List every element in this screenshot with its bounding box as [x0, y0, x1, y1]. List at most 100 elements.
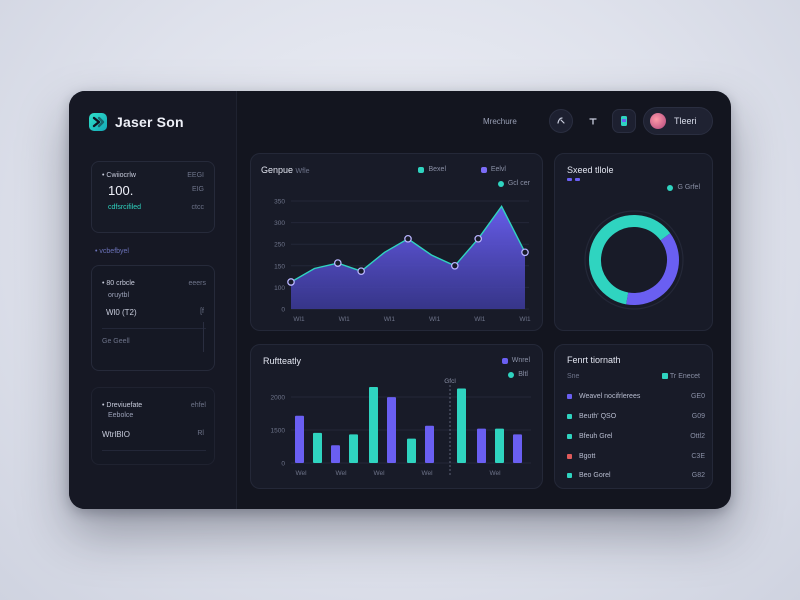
- user-name: Tleeri: [674, 116, 697, 126]
- y-tick-label: 0: [281, 461, 285, 468]
- legend-item-2[interactable]: Eelvl: [480, 166, 506, 173]
- list-header-left: Sne: [567, 373, 580, 380]
- donut-segment: [589, 215, 679, 305]
- bar-legend-item-2[interactable]: Bltl: [508, 371, 528, 378]
- sidebar-item-row-meta: [f: [200, 308, 204, 315]
- sidebar-item-card[interactable]: • 80 crbcle eeers oruytbl Wl0 (T2) [f Ge…: [91, 265, 215, 371]
- list-item-label: Beuth' QSO: [579, 413, 617, 420]
- list-item-value: G82: [691, 472, 705, 479]
- bar-legend-swatch: [501, 357, 508, 364]
- donut-chart: [584, 210, 684, 310]
- sidebar-item-row: Wl0 (T2): [106, 308, 137, 317]
- stat-card-value: 100.: [108, 183, 134, 198]
- list-item-dot: [567, 394, 572, 399]
- list-item[interactable]: Beuth' QSO G09: [567, 413, 705, 420]
- bar: [295, 415, 304, 463]
- x-tick-label: Wl1: [519, 316, 531, 323]
- legend-swatch-3: [497, 180, 504, 187]
- donut-chart-panel: Sxeed tllole G Grfel: [554, 153, 713, 331]
- list-item[interactable]: Beo Gorel G82: [567, 472, 705, 479]
- device-icon[interactable]: [612, 109, 636, 133]
- list-item-dot: [567, 414, 572, 419]
- user-menu[interactable]: Tleeri: [643, 107, 713, 135]
- sidebar-item-meta: eeers: [188, 280, 206, 287]
- divider: [102, 328, 206, 329]
- list-item-dot: [567, 434, 572, 439]
- x-tick-label: Wl1: [384, 316, 396, 323]
- list-item[interactable]: Bfeuh Grel Ottl2: [567, 433, 705, 440]
- sidebar-item-sub: oruytbl: [108, 292, 130, 299]
- brand[interactable]: Jaser Son: [89, 113, 184, 131]
- bar: [331, 445, 340, 463]
- sidebar-section-label-text: vcbefbyel: [99, 248, 129, 255]
- bar-legend-item[interactable]: Wnrel: [501, 357, 530, 364]
- x-tick-label: Wl1: [293, 316, 305, 323]
- sidebar-item-meta-2: ehfel: [190, 402, 206, 409]
- sidebar-section-label: • vcbefbyel: [95, 248, 129, 255]
- list-panel-title: Fenrt tiornath: [567, 355, 621, 365]
- panel-title-suffix: Wfle: [295, 168, 310, 175]
- sidebar-item-title: • 80 crbcle: [102, 280, 135, 287]
- donut-panel-title: Sxeed tllole: [567, 165, 614, 175]
- stat-card-sub: cdfsrcifiled: [108, 204, 142, 211]
- indicator-dot: [575, 178, 580, 181]
- data-point: [357, 267, 366, 276]
- list-header-right-text: Tr Enecet: [669, 373, 700, 380]
- bar-panel-title: Ruftteatly: [263, 356, 302, 366]
- legend-swatch-2: [480, 166, 487, 173]
- scroll-track[interactable]: [203, 322, 204, 352]
- y-tick-label: 0: [281, 307, 285, 314]
- stat-card-title-text: Cwiiocrlw: [106, 172, 136, 179]
- sidebar-item-row-meta-2: Rl: [197, 430, 204, 437]
- data-point: [404, 234, 412, 243]
- legend-label-2: Eelvl: [490, 166, 506, 173]
- sidebar-item-row-2: WtrlBIO: [102, 430, 130, 439]
- data-point: [521, 248, 529, 257]
- y-tick-label: 100: [274, 285, 285, 292]
- data-point: [450, 261, 459, 270]
- legend-swatch: [418, 166, 425, 173]
- sidebar-item-card-2[interactable]: • Dreviuefate ehfel Eebolce WtrlBIO Rl: [91, 387, 215, 465]
- legend-item[interactable]: Bexel: [418, 166, 446, 173]
- list-item[interactable]: Weavel nocifrlerees GE0: [567, 393, 705, 400]
- sidebar-item-title-text: 80 crbcle: [106, 280, 135, 287]
- list-header-swatch: [662, 373, 669, 380]
- bar: [457, 388, 466, 463]
- avatar: [650, 113, 666, 129]
- stat-card-meta: EEGI: [187, 172, 204, 179]
- stat-card-meta-2: EIG: [191, 186, 204, 193]
- data-point: [333, 259, 342, 267]
- list-header-right[interactable]: Tr Enecet: [662, 373, 700, 380]
- list-item-dot: [567, 473, 572, 478]
- stat-card[interactable]: • Cwiiocrlw EEGI 100. EIG cdfsrcifiled c…: [91, 161, 215, 233]
- brand-name: Jaser Son: [115, 114, 184, 130]
- list-item[interactable]: Bgott C3E: [567, 453, 705, 460]
- bar-chart-panel: Ruftteatly Wnrel Bltl 2000 1500 0 Gfcl Wel We…: [250, 344, 543, 489]
- sidebar-item-title-2: • Dreviuefate: [102, 402, 143, 409]
- bar-legend-label-2: Bltl: [518, 371, 528, 378]
- data-point: [474, 234, 483, 243]
- divider-2: [102, 450, 206, 451]
- bell-icon[interactable]: [581, 109, 605, 133]
- stat-card-title: • Cwiiocrlw: [102, 172, 136, 179]
- x-tick-label: Wel: [373, 470, 385, 477]
- sidebar-item-footer: Ge Geell: [102, 338, 130, 345]
- nav-link[interactable]: Mrechure: [483, 117, 517, 126]
- bar: [407, 438, 416, 463]
- bar: [495, 428, 504, 463]
- sidebar-item-title-2-text: Dreviuefate: [106, 402, 143, 409]
- bar-legend-swatch-2: [508, 371, 515, 378]
- x-tick-label: Wel: [421, 470, 433, 477]
- bar: [477, 428, 486, 463]
- indicator-dot: [567, 178, 572, 181]
- area-chart: 350 300 250 150 100 0 Wl1 Wl1 Wl1 Wl1 Wl1 Wl1: [274, 199, 531, 324]
- marker-label: Gfcl: [444, 378, 456, 385]
- y-tick-label: 2000: [271, 395, 286, 402]
- mail-icon[interactable]: [549, 109, 573, 133]
- logo-icon: [89, 113, 107, 131]
- bar: [313, 432, 322, 463]
- legend-item-3[interactable]: Gcl cer: [497, 180, 530, 187]
- donut-legend[interactable]: G Grfel: [667, 184, 700, 191]
- legend-label-3: Gcl cer: [507, 180, 530, 187]
- stat-card-meta-3: ctcc: [191, 204, 204, 211]
